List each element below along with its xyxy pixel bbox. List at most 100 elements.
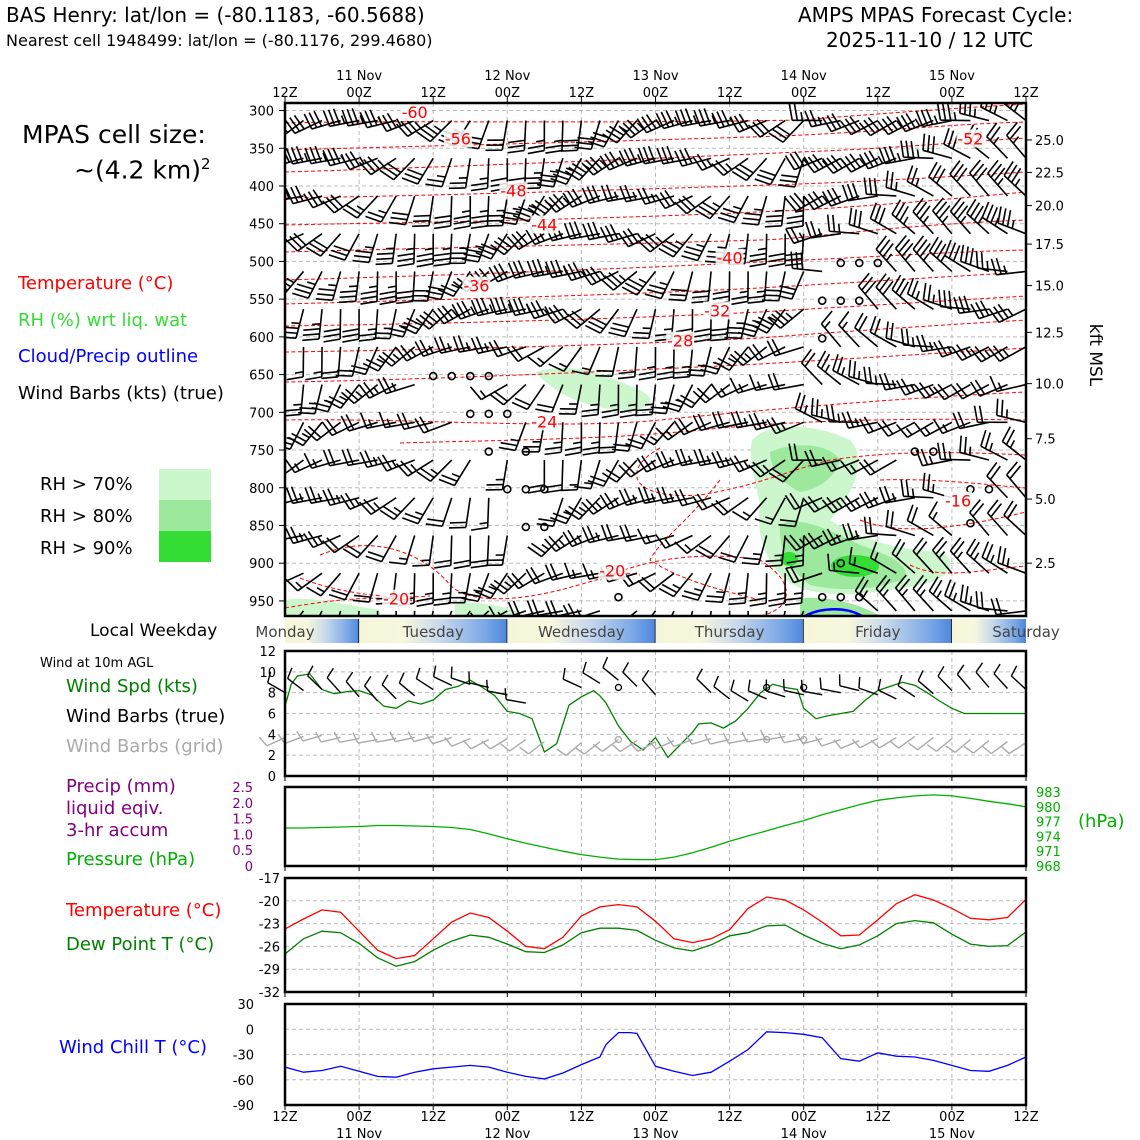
wind-barb xyxy=(574,459,601,490)
barb-flag xyxy=(636,118,648,134)
barb-flag xyxy=(335,374,353,377)
isotherm-3 xyxy=(285,171,1026,199)
barb-half-flag xyxy=(339,395,348,401)
barb-flag xyxy=(285,147,294,165)
barb-half-flag xyxy=(761,419,767,428)
kft-tick-label: 10.0 xyxy=(1035,378,1064,393)
barb-flag xyxy=(1009,103,1015,109)
barb-flag xyxy=(898,578,911,593)
barb-flag xyxy=(985,204,994,221)
barb-half-flag xyxy=(475,245,484,249)
barb-half-flag xyxy=(578,506,587,513)
barb-flag xyxy=(840,120,852,136)
true-wind-barb xyxy=(747,679,767,700)
chill-y-label: -30 xyxy=(233,1049,254,1064)
barb-half-flag xyxy=(562,197,570,205)
barb-flag xyxy=(674,150,683,167)
barb-flag xyxy=(1003,160,1014,176)
barb-flag xyxy=(932,240,943,256)
wind-barb xyxy=(975,591,1008,612)
barb-flag xyxy=(878,207,886,224)
barb-flag xyxy=(285,119,296,134)
barb-half-flag xyxy=(877,155,884,164)
barb-flag xyxy=(480,243,497,252)
barb-flag xyxy=(450,666,453,679)
isotherm-label-bg xyxy=(944,491,973,510)
barb-flag xyxy=(974,345,987,360)
barb-half-flag xyxy=(650,493,656,502)
barb-flag xyxy=(412,219,430,223)
wind-barb xyxy=(832,354,860,386)
barb-flag xyxy=(958,296,966,313)
wind-barb xyxy=(869,316,897,348)
barb-flag xyxy=(453,225,471,230)
wind-barb xyxy=(602,459,638,483)
wind-barb xyxy=(285,232,323,252)
barb-flag xyxy=(412,564,430,567)
true-wind-barb xyxy=(917,670,934,695)
barb-half-flag xyxy=(932,511,938,520)
wind-barb xyxy=(388,195,416,226)
barb-half-flag xyxy=(298,493,304,502)
barb-flag xyxy=(416,471,431,482)
barb-flag xyxy=(257,272,269,283)
barb-flag xyxy=(906,165,914,182)
barb-half-flag xyxy=(367,419,373,428)
barb-half-flag xyxy=(737,592,747,595)
barb-flag xyxy=(655,194,666,209)
wind-barb xyxy=(668,271,694,302)
barb-flag xyxy=(379,169,395,181)
barb-flag xyxy=(673,370,691,374)
barb-flag xyxy=(784,262,802,267)
barb-flag xyxy=(975,662,984,673)
wind-barb xyxy=(285,458,323,474)
barb-half-flag xyxy=(465,342,471,351)
wind-barb xyxy=(544,600,582,616)
wind-barb xyxy=(563,221,601,240)
barb-flag xyxy=(899,205,909,222)
wind-barb xyxy=(711,411,749,429)
wind-y-label: 12 xyxy=(259,645,276,660)
barb-flag xyxy=(426,290,443,296)
legend-wind-barbs-true: Wind Barbs (true) xyxy=(66,706,226,727)
barb-half-flag xyxy=(535,139,545,143)
barb-half-flag xyxy=(687,455,693,464)
barb-half-flag xyxy=(765,516,774,521)
true-wind-barb xyxy=(562,667,582,689)
barb-flag xyxy=(696,387,711,401)
barb-flag xyxy=(768,602,786,607)
kft-tick-label: 22.5 xyxy=(1035,166,1064,181)
wind-barb xyxy=(285,496,304,504)
barb-flag xyxy=(605,184,614,201)
barb-flag xyxy=(339,295,357,299)
barb-flag xyxy=(254,131,269,139)
barb-flag xyxy=(674,490,683,507)
barb-flag xyxy=(660,111,670,128)
barb-flag xyxy=(915,110,924,127)
barb-flag xyxy=(623,149,633,165)
barb-half-flag xyxy=(451,309,459,317)
barb-flag xyxy=(287,436,304,447)
barb-flag xyxy=(784,537,797,551)
station-title: BAS Henry: lat/lon = (-80.1183, -60.5688… xyxy=(6,3,425,27)
barb-flag xyxy=(286,667,293,679)
barb-flag xyxy=(955,382,968,397)
barb-half-flag xyxy=(409,349,417,357)
wind-barb xyxy=(655,534,693,549)
barb-flag xyxy=(947,103,952,121)
barb-half-flag xyxy=(739,290,749,294)
wind-barb xyxy=(600,523,638,542)
isotherm-labels: -60-56-48-44-36-40-32-28-24-20-20-52-16 xyxy=(382,103,985,609)
barb-flag xyxy=(475,336,484,353)
true-wind-barb xyxy=(877,678,897,700)
wind-barb xyxy=(562,603,601,616)
pressure-y-label: 983 xyxy=(1036,786,1061,801)
barb-half-flag xyxy=(613,497,620,506)
barb-flag xyxy=(675,328,693,333)
barb-flag xyxy=(986,122,998,138)
barb-flag xyxy=(729,377,739,394)
barb-flag xyxy=(511,572,524,587)
barb-flag xyxy=(692,155,703,171)
barb-half-flag xyxy=(911,337,915,346)
barb-flag xyxy=(974,379,986,395)
